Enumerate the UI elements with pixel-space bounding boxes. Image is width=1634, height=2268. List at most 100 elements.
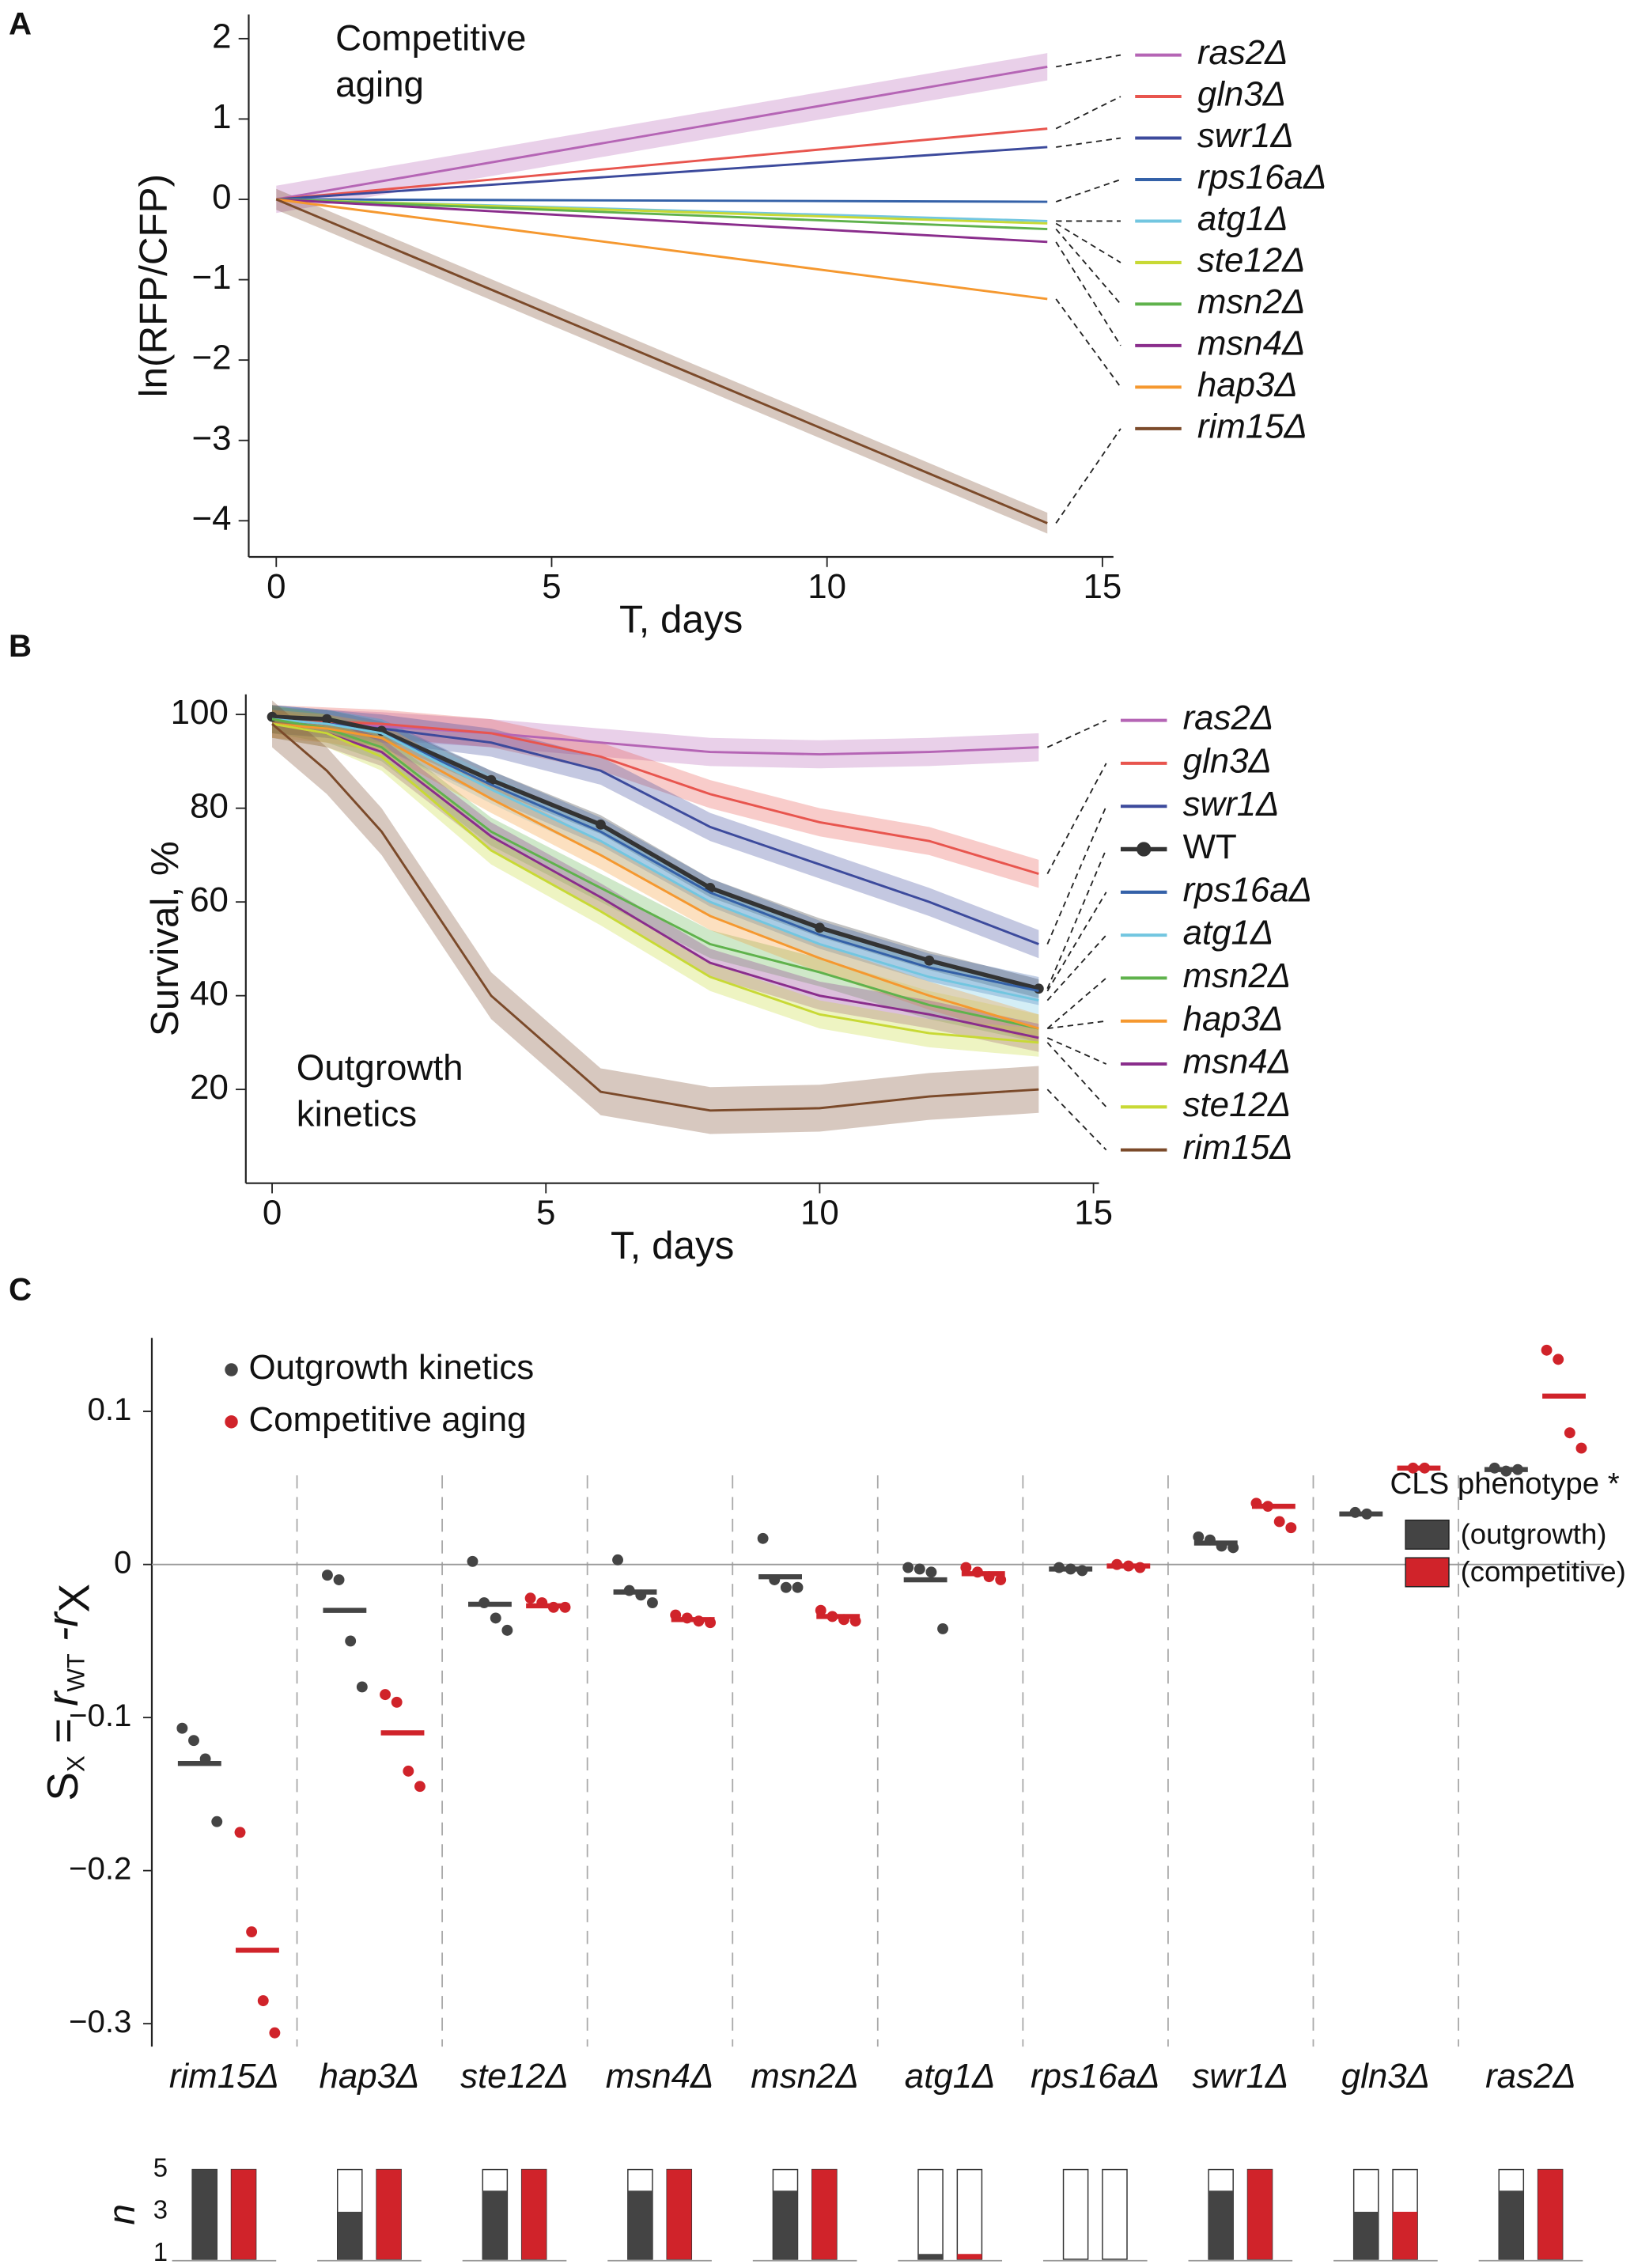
legend-connector [1046, 892, 1107, 992]
y-tick-label: 0.1 [87, 1391, 131, 1427]
legend-connector [1046, 1089, 1107, 1151]
series-line [276, 198, 1048, 244]
annotation: Outgrowth [297, 1047, 463, 1088]
point [211, 1816, 223, 1827]
legend-connector [1046, 849, 1107, 990]
y-tick-label: 2 [212, 17, 231, 55]
confidence-band [272, 710, 1039, 1052]
confidence-band [272, 705, 1039, 959]
legend-connector [1055, 228, 1121, 305]
legend-connector [1056, 54, 1121, 68]
point [490, 1612, 501, 1624]
y-axis-label-part: X [50, 1584, 99, 1613]
series-line [271, 722, 1039, 1112]
point [524, 1592, 536, 1604]
series-line [276, 198, 1048, 231]
legend-label: swr1Δ [1183, 785, 1280, 824]
legend-label: WT [1183, 827, 1237, 866]
point [815, 922, 825, 933]
series-line [275, 198, 1048, 524]
series-line [276, 127, 1048, 201]
legend-label: gln3Δ [1197, 75, 1286, 114]
bar [627, 2190, 652, 2259]
bar [1208, 2190, 1234, 2259]
panel-label: A [9, 6, 32, 42]
legend-label: swr1Δ [1197, 116, 1294, 155]
legend-connector [1055, 241, 1121, 346]
point [246, 1926, 258, 1937]
legend-connector [1047, 1020, 1106, 1030]
point [925, 1566, 937, 1578]
point [646, 1597, 658, 1608]
point [321, 1569, 333, 1581]
confidence-band [272, 705, 1039, 769]
legend-connector [1055, 428, 1121, 524]
annotation: aging [335, 64, 424, 104]
point [391, 1696, 403, 1708]
bar [376, 2169, 402, 2259]
panel-label: B [9, 628, 32, 664]
point [176, 1722, 188, 1734]
y-tick-label: 40 [190, 974, 229, 1013]
point [757, 1532, 769, 1544]
bar [917, 2254, 944, 2259]
bar [337, 2211, 362, 2259]
bar [667, 2169, 692, 2259]
series-line [271, 718, 1039, 1030]
y-tick-label: 0 [114, 1544, 131, 1580]
legend-connector [1055, 179, 1121, 203]
point [257, 1995, 269, 2007]
y-tick-label: 80 [190, 786, 229, 825]
point [596, 820, 606, 830]
series-line [276, 146, 1048, 201]
bar [521, 2169, 547, 2259]
bar [1353, 2211, 1379, 2259]
x-axis-label: T, days [611, 1224, 734, 1267]
point [403, 1765, 414, 1777]
confidence-band [272, 710, 1039, 1043]
y-axis-label: SX = rWT -rX [39, 1584, 100, 1801]
point [1564, 1427, 1575, 1439]
y-tick-label: 60 [190, 880, 229, 919]
bar [231, 2169, 256, 2259]
point [269, 2027, 281, 2039]
bar [1538, 2169, 1563, 2259]
point [1033, 983, 1044, 994]
category-label: gln3Δ [1341, 2057, 1430, 2096]
y-tick-label: 20 [190, 1068, 229, 1107]
category-label: ste12Δ [460, 2057, 569, 2096]
legend-label: ras2Δ [1197, 33, 1288, 72]
y-axis-label: n [101, 2204, 143, 2224]
category-label: swr1Δ [1192, 2057, 1288, 2096]
point [188, 1735, 199, 1747]
x-tick-label: 0 [263, 1193, 282, 1232]
legend-label: msn2Δ [1197, 282, 1306, 321]
series-line [271, 722, 1039, 1039]
legend-label: atg1Δ [1183, 914, 1274, 952]
point [937, 1622, 949, 1634]
legend-label: ste12Δ [1183, 1085, 1292, 1124]
legend-label: rps16aΔ [1197, 158, 1327, 197]
point [501, 1624, 513, 1636]
legend-label: msn2Δ [1183, 956, 1292, 995]
series-line [271, 718, 1039, 945]
panel-label: C [9, 1271, 32, 1307]
y-axis-label: ln(RFP/CFP) [131, 174, 175, 397]
point [792, 1581, 804, 1593]
point [414, 1781, 426, 1793]
legend-label: Outgrowth kinetics [248, 1348, 534, 1387]
y-axis-label: Survival, % [143, 841, 187, 1036]
legend-marker [225, 1363, 238, 1376]
point [380, 1689, 391, 1701]
legend-label: hap3Δ [1197, 365, 1298, 404]
y-tick-label: 5 [153, 2153, 168, 2182]
y-tick-label: 0 [212, 178, 231, 217]
category-label: atg1Δ [905, 2057, 996, 2096]
bar-frame [956, 2168, 983, 2260]
point [960, 1562, 972, 1573]
legend-connector [1046, 977, 1107, 1029]
category-label: rps16aΔ [1031, 2057, 1160, 2096]
annotation: Competitive [335, 17, 526, 58]
legend-connector [1046, 805, 1107, 945]
